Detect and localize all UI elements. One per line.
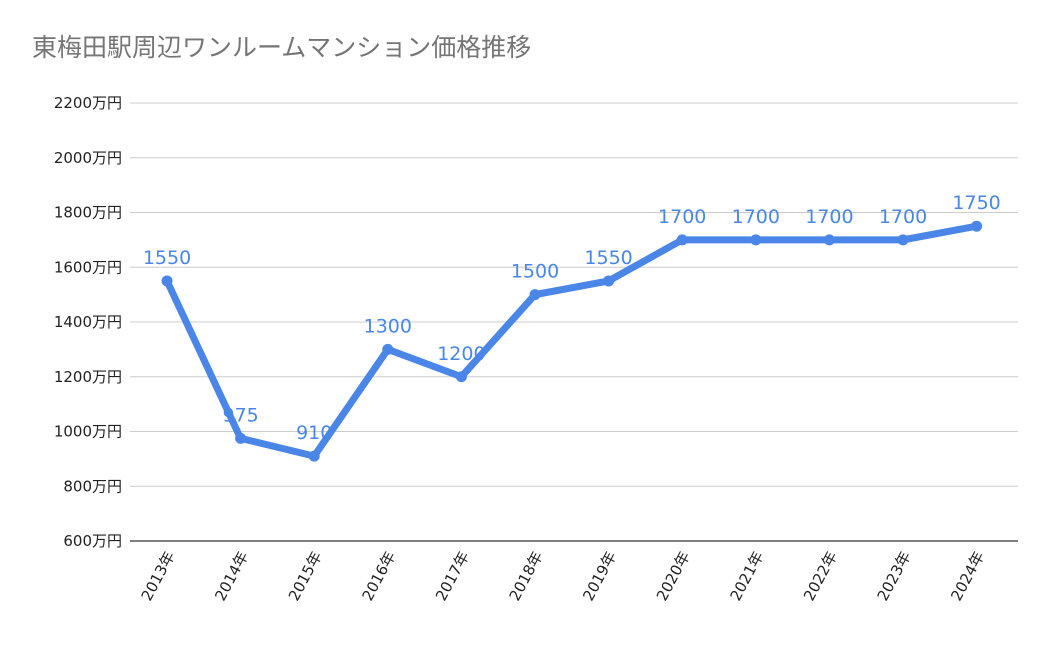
data-point <box>161 275 173 287</box>
x-tick-label: 2021年 <box>726 548 767 603</box>
y-tick-label: 1800万円 <box>54 204 122 222</box>
data-label: 1550 <box>143 247 191 269</box>
series-line <box>163 222 981 460</box>
data-label: 1700 <box>658 206 706 228</box>
x-tick-label: 2023年 <box>874 548 915 603</box>
data-point <box>308 450 320 462</box>
x-tick-label: 2013年 <box>138 548 179 603</box>
data-point <box>897 234 909 246</box>
data-label: 975 <box>222 404 258 426</box>
y-tick-label: 2200万円 <box>54 94 122 112</box>
y-tick-label: 1400万円 <box>54 313 122 331</box>
y-tick-label: 800万円 <box>63 477 122 495</box>
data-label: 1200 <box>437 343 485 365</box>
x-tick-label: 2019年 <box>579 548 620 603</box>
y-tick-label: 1200万円 <box>54 368 122 386</box>
data-label: 1700 <box>879 206 927 228</box>
data-point <box>382 343 394 355</box>
y-tick-label: 2000万円 <box>54 149 122 167</box>
x-tick-label: 2015年 <box>285 548 326 603</box>
data-point <box>529 289 541 301</box>
x-tick-label: 2020年 <box>653 548 694 603</box>
data-point <box>750 234 762 246</box>
data-label: 1550 <box>584 247 632 269</box>
data-label: 1500 <box>511 261 559 283</box>
data-point <box>235 432 247 444</box>
data-point <box>603 275 615 287</box>
x-tick-label: 2017年 <box>432 548 473 603</box>
x-tick-label: 2024年 <box>947 548 988 603</box>
data-point <box>823 234 835 246</box>
y-tick-label: 1000万円 <box>54 423 122 441</box>
data-label: 1750 <box>952 192 1000 214</box>
x-tick-label: 2018年 <box>506 548 547 603</box>
data-point <box>676 234 688 246</box>
data-point <box>455 371 467 383</box>
data-label: 1700 <box>805 206 853 228</box>
y-tick-label: 600万円 <box>63 532 122 550</box>
data-point <box>971 220 983 232</box>
data-label: 1700 <box>732 206 780 228</box>
x-tick-label: 2016年 <box>358 548 399 603</box>
data-label: 1300 <box>364 315 412 337</box>
x-tick-label: 2014年 <box>211 548 252 603</box>
chart-title: 東梅田駅周辺ワンルームマンション価格推移 <box>32 33 532 62</box>
data-label: 910 <box>296 422 332 444</box>
y-tick-label: 1600万円 <box>54 258 122 276</box>
x-tick-label: 2022年 <box>800 548 841 603</box>
